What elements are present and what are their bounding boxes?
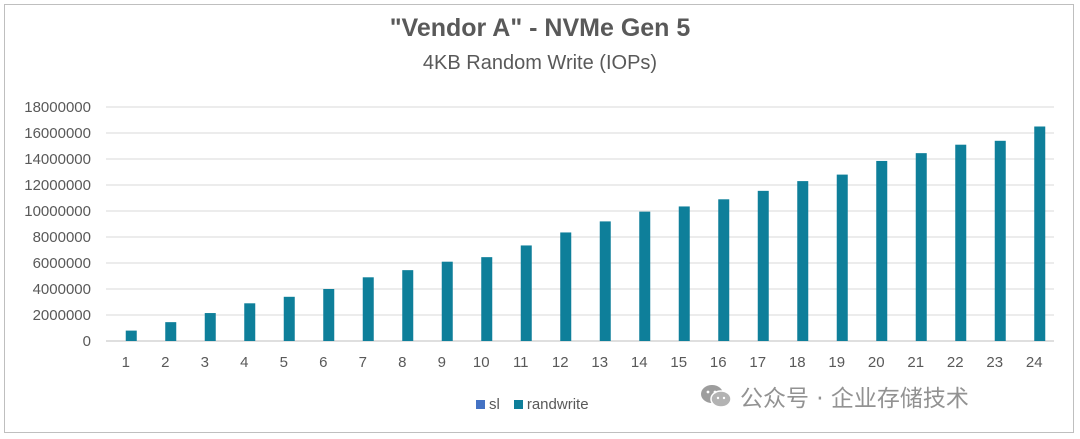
chart-legend: sl randwrite (476, 394, 603, 414)
x-tick-label: 1 (122, 354, 130, 371)
bar-randwrite (481, 257, 493, 341)
y-tick-label: 4000000 (33, 281, 91, 298)
x-tick-label: 24 (1026, 354, 1043, 371)
y-tick-label: 0 (83, 333, 91, 350)
bar-randwrite (757, 190, 769, 341)
x-tick-label: 14 (631, 354, 648, 371)
chart-subtitle: 4KB Random Write (IOPs) (422, 52, 658, 74)
x-tick-label: 3 (201, 354, 209, 371)
bar-randwrite (204, 313, 216, 341)
chart-title: "Vendor A" - NVMe Gen 5 (389, 14, 691, 42)
y-tick-label: 12000000 (24, 177, 91, 194)
bar-randwrite (797, 181, 809, 341)
bar-randwrite (836, 174, 848, 341)
bar-randwrite (718, 199, 730, 341)
legend-item-randwrite: randwrite (513, 395, 589, 413)
x-tick-label: 15 (670, 354, 687, 371)
watermark: 公众号 · 企业存储技术 (700, 378, 969, 414)
bar-randwrite (560, 232, 572, 341)
legend-label-randwrite: randwrite (526, 395, 589, 413)
bar-randwrite (165, 322, 177, 341)
legend-swatch-sl (476, 399, 485, 409)
x-tick-label: 18 (789, 354, 806, 371)
x-tick-label: 16 (710, 354, 727, 371)
bar-randwrite (994, 140, 1006, 341)
bar-randwrite (639, 211, 651, 341)
bar-randwrite (520, 245, 532, 341)
chart-frame (4, 4, 1074, 433)
bar-randwrite (441, 261, 453, 341)
y-tick-label: 10000000 (24, 203, 91, 220)
y-tick-label: 16000000 (24, 125, 91, 142)
x-tick-label: 20 (868, 354, 885, 371)
y-tick-label: 14000000 (24, 151, 91, 168)
x-tick-label: 12 (552, 354, 569, 371)
bar-randwrite (323, 289, 335, 341)
x-tick-label: 21 (907, 354, 924, 371)
watermark-text: 公众号 · 企业存储技术 (740, 386, 969, 412)
y-tick-label: 6000000 (33, 255, 91, 272)
bar-randwrite (125, 330, 137, 341)
bar-randwrite (915, 153, 927, 341)
bar-randwrite (876, 160, 888, 341)
x-tick-label: 4 (240, 354, 248, 371)
y-tick-label: 18000000 (24, 99, 91, 116)
bar-randwrite (955, 144, 967, 341)
x-tick-label: 9 (438, 354, 446, 371)
x-tick-label: 6 (319, 354, 327, 371)
x-tick-label: 11 (513, 354, 529, 371)
x-tick-label: 10 (473, 354, 490, 371)
bar-randwrite (599, 221, 611, 341)
x-tick-label: 17 (749, 354, 766, 371)
x-tick-label: 13 (591, 354, 608, 371)
y-tick-label: 8000000 (33, 229, 91, 246)
x-tick-label: 2 (161, 354, 169, 371)
y-tick-label: 2000000 (33, 307, 91, 324)
bar-randwrite (283, 296, 295, 341)
legend-swatch-randwrite (513, 399, 523, 409)
bar-randwrite (244, 303, 256, 341)
x-tick-label: 19 (828, 354, 845, 371)
x-tick-label: 5 (280, 354, 288, 371)
bar-randwrite (1034, 126, 1046, 341)
legend-item-sl: sl (476, 396, 500, 413)
wechat-icon (701, 385, 732, 408)
x-tick-label: 22 (947, 354, 964, 371)
bar-randwrite (402, 270, 414, 341)
x-tick-label: 8 (398, 354, 406, 371)
legend-label-sl: sl (489, 395, 500, 413)
bar-randwrite (362, 277, 374, 341)
x-tick-label: 23 (986, 354, 1003, 371)
x-tick-label: 7 (359, 354, 367, 371)
bar-randwrite (678, 206, 690, 341)
